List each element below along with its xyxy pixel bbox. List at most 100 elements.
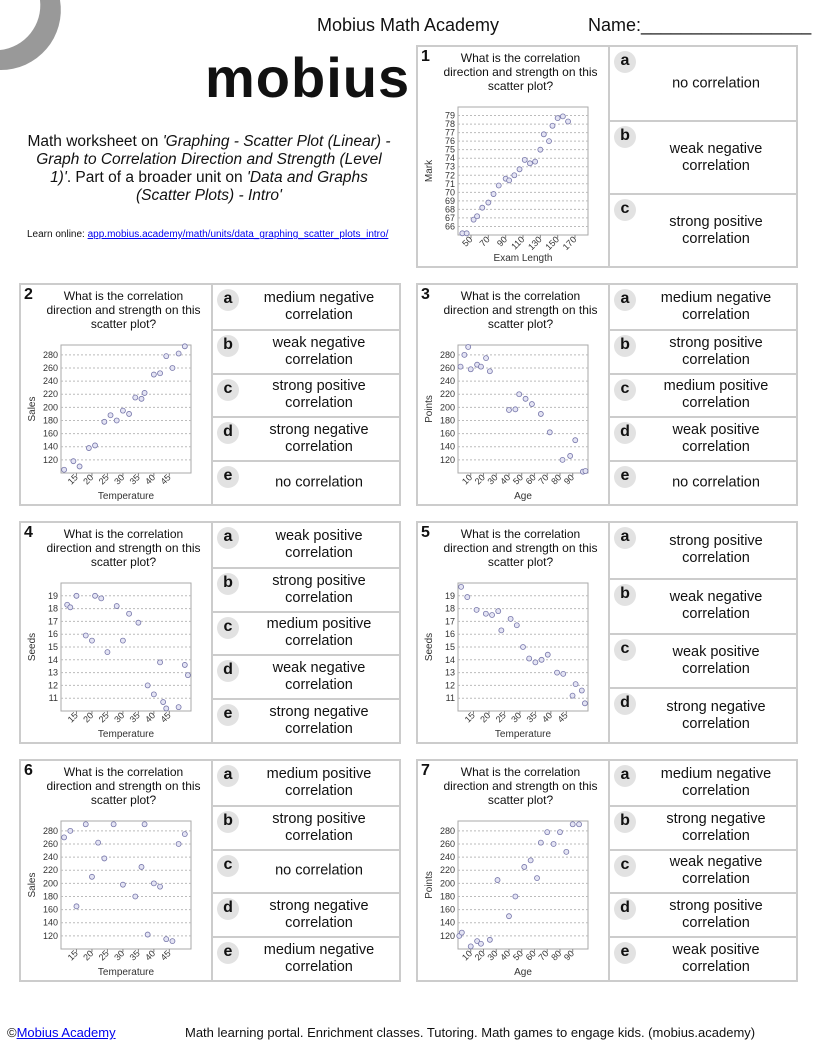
data-point bbox=[527, 160, 533, 167]
y-tick-label: 14 bbox=[445, 655, 455, 665]
data-point bbox=[89, 873, 95, 880]
y-tick-label: 16 bbox=[445, 629, 455, 639]
data-point bbox=[126, 411, 132, 417]
option-text: strong positive correlation bbox=[669, 213, 763, 247]
question-box: 4 What is the correlation direction and s… bbox=[19, 521, 401, 744]
option-letter: a bbox=[217, 289, 239, 311]
y-tick-label: 12 bbox=[48, 680, 58, 690]
x-tick-label: 45 bbox=[159, 710, 173, 724]
data-point bbox=[157, 370, 163, 377]
data-point bbox=[495, 608, 502, 615]
y-axis-label: Points bbox=[424, 395, 435, 423]
data-point bbox=[181, 662, 188, 668]
option: b strong negative correlation bbox=[608, 804, 796, 849]
option-letter: d bbox=[217, 422, 239, 445]
tagline: Math learning portal. Enrichment classes… bbox=[185, 1025, 756, 1040]
question-text: What is the correlation direction and st… bbox=[46, 765, 201, 807]
y-tick-label: 79 bbox=[445, 111, 455, 121]
data-point bbox=[569, 821, 576, 828]
x-tick-label: 90 bbox=[562, 948, 576, 962]
data-point bbox=[67, 604, 74, 611]
y-axis-label: Points bbox=[424, 871, 435, 899]
option-text: no correlation bbox=[672, 75, 760, 91]
option: a strong positive correlation bbox=[608, 523, 796, 578]
scatter-chart: 1201401601802002202402602801020304050607… bbox=[424, 820, 589, 978]
option: c weak negative correlation bbox=[608, 848, 796, 893]
data-point bbox=[549, 122, 556, 129]
y-tick-label: 75 bbox=[445, 145, 455, 155]
data-point bbox=[73, 903, 80, 910]
y-tick-label: 74 bbox=[445, 153, 455, 163]
data-point bbox=[498, 627, 505, 634]
data-point bbox=[490, 191, 497, 197]
learn-label: Learn online: bbox=[27, 229, 88, 240]
data-point bbox=[521, 864, 528, 870]
y-tick-label: 140 bbox=[43, 918, 58, 928]
x-tick-label: 25 bbox=[97, 948, 111, 962]
y-tick-label: 11 bbox=[49, 693, 58, 703]
y-axis-label: Seeds bbox=[27, 633, 38, 661]
data-point bbox=[520, 644, 526, 650]
data-point bbox=[465, 344, 472, 350]
scatter-chart: 120 140 160 180 200 220 240 260 280 15 20 25 30 35 40 4… bbox=[27, 343, 192, 502]
option-text: strong negative correlation bbox=[666, 810, 766, 844]
y-tick-label: 260 bbox=[43, 363, 58, 373]
data-point bbox=[506, 177, 513, 184]
option-letter: a bbox=[614, 765, 636, 787]
footer-link[interactable]: Mobius Academy bbox=[16, 1025, 116, 1040]
y-tick-label: 17 bbox=[445, 616, 455, 626]
data-point bbox=[92, 442, 98, 449]
data-point bbox=[554, 669, 560, 676]
y-tick-label: 70 bbox=[445, 187, 455, 197]
question-text: What is the correlation direction and st… bbox=[443, 51, 598, 93]
y-tick-label: 15 bbox=[48, 642, 58, 652]
x-axis-label: Temperature bbox=[98, 729, 155, 740]
learn-link[interactable]: app.mobius.academy/math/units/data_graph… bbox=[87, 229, 389, 240]
x-tick-label: 35 bbox=[128, 948, 142, 962]
x-tick-label: 25 bbox=[97, 472, 111, 486]
option-text: no correlation bbox=[275, 474, 363, 491]
x-tick-label: 130 bbox=[526, 234, 544, 252]
data-point bbox=[483, 355, 489, 362]
x-tick-label: 30 bbox=[112, 948, 126, 962]
question-number: 5 bbox=[421, 524, 430, 541]
option-text: strong positive correlation bbox=[669, 334, 763, 368]
data-point bbox=[470, 216, 477, 223]
data-point bbox=[506, 913, 512, 920]
x-tick-label: 20 bbox=[478, 710, 492, 724]
option-letter: b bbox=[217, 572, 239, 595]
data-point bbox=[163, 936, 170, 943]
question-box: 7 What is the correlation direction and s… bbox=[416, 759, 798, 982]
copyright-sign: © bbox=[7, 1025, 17, 1040]
x-tick-label: 150 bbox=[543, 234, 561, 252]
option-letter: e bbox=[217, 942, 239, 965]
data-point bbox=[85, 445, 92, 451]
y-tick-label: 180 bbox=[440, 415, 455, 425]
data-point bbox=[157, 659, 163, 666]
data-point bbox=[482, 610, 489, 617]
option-letter: a bbox=[614, 51, 636, 73]
data-point bbox=[478, 940, 484, 947]
y-tick-label: 200 bbox=[43, 402, 58, 412]
x-tick-label: 45 bbox=[556, 710, 570, 724]
data-point bbox=[101, 855, 108, 862]
data-point bbox=[546, 429, 553, 436]
data-point bbox=[89, 637, 95, 644]
name-field: Name:_________________ bbox=[588, 15, 812, 35]
option-text: medium positive correlation bbox=[663, 378, 769, 412]
option: d strong negative correlation bbox=[211, 416, 399, 461]
y-tick-label: 260 bbox=[43, 839, 58, 849]
y-tick-label: 18 bbox=[48, 604, 58, 614]
option: c no correlation bbox=[211, 848, 399, 893]
option: c strong positive correlation bbox=[211, 372, 399, 417]
data-point bbox=[485, 199, 492, 206]
option: a medium negative correlation bbox=[608, 761, 796, 805]
data-point bbox=[529, 401, 535, 407]
plot-frame bbox=[60, 344, 192, 474]
y-tick-label: 160 bbox=[43, 905, 58, 915]
option-text: strong positive correlation bbox=[272, 810, 366, 844]
data-point bbox=[163, 705, 170, 712]
logo: mobius bbox=[205, 46, 411, 109]
option: e weak positive correlation bbox=[608, 936, 796, 980]
learn-online: Learn online: app.mobius.academy/math/un… bbox=[27, 229, 388, 240]
